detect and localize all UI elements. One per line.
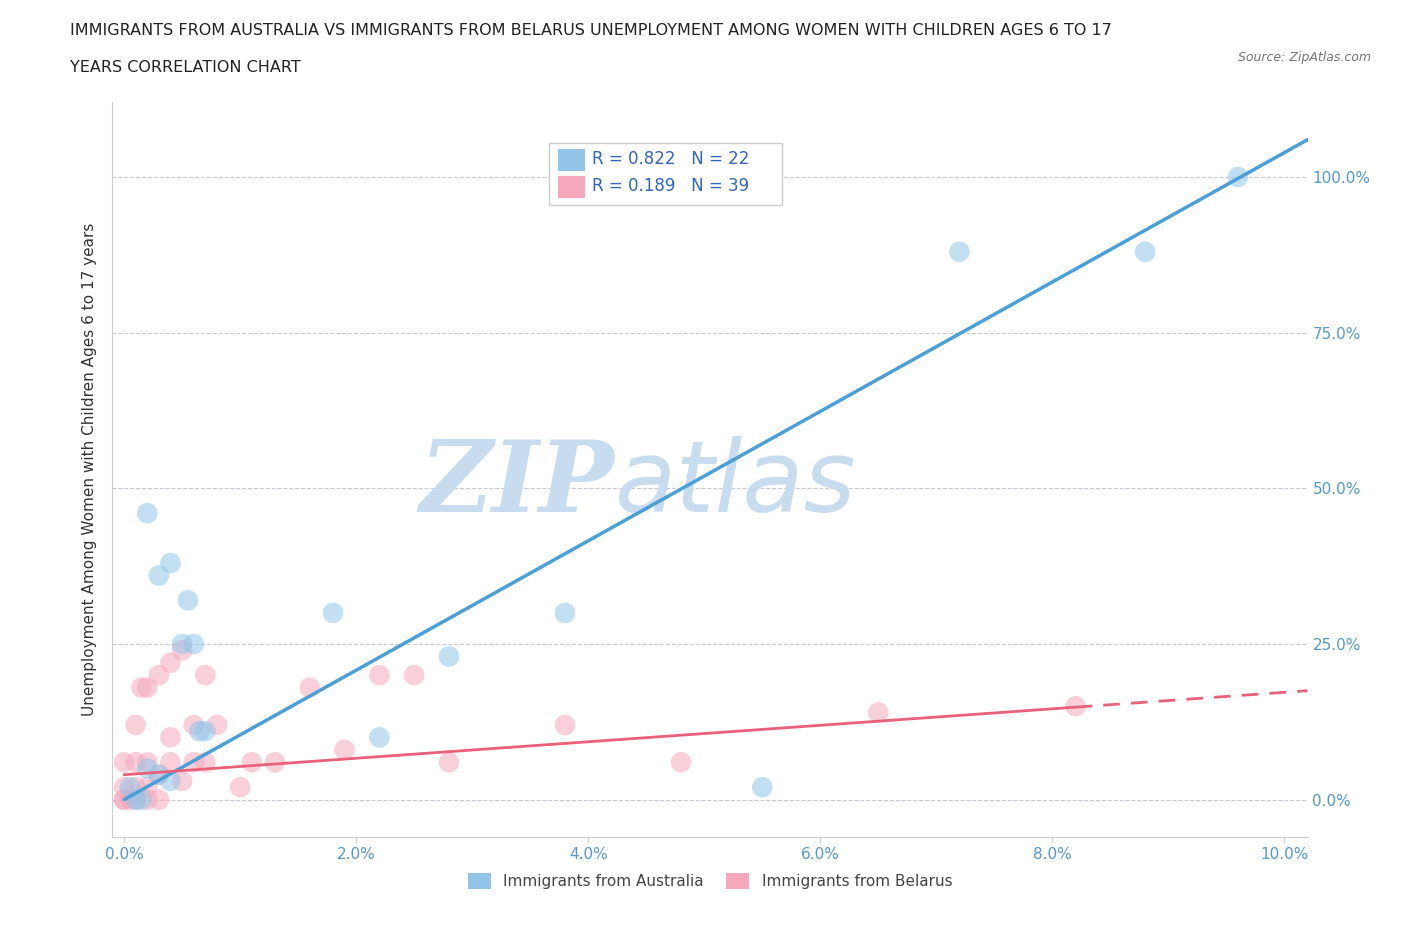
Point bbox=[333, 742, 356, 757]
Point bbox=[159, 656, 181, 671]
Point bbox=[437, 649, 460, 664]
Text: YEARS CORRELATION CHART: YEARS CORRELATION CHART bbox=[70, 60, 301, 75]
Text: ZIP: ZIP bbox=[419, 436, 614, 533]
Point bbox=[437, 755, 460, 770]
Point bbox=[368, 730, 391, 745]
Point bbox=[194, 724, 217, 738]
Point bbox=[118, 792, 141, 807]
Point bbox=[112, 755, 135, 770]
Point bbox=[136, 680, 159, 695]
Point bbox=[188, 724, 211, 738]
Point bbox=[148, 792, 170, 807]
Point bbox=[229, 779, 252, 794]
Point bbox=[148, 668, 170, 683]
Point bbox=[240, 755, 263, 770]
Point bbox=[183, 717, 205, 732]
Point bbox=[404, 668, 426, 683]
Point bbox=[205, 717, 228, 732]
Point bbox=[136, 792, 159, 807]
Point bbox=[148, 568, 170, 583]
Point bbox=[136, 506, 159, 521]
Point bbox=[131, 680, 153, 695]
Point bbox=[112, 792, 135, 807]
Point bbox=[1133, 245, 1156, 259]
Text: R = 0.189   N = 39: R = 0.189 N = 39 bbox=[592, 177, 749, 195]
Text: atlas: atlas bbox=[614, 436, 856, 533]
Point bbox=[159, 730, 181, 745]
Point bbox=[159, 555, 181, 570]
Point bbox=[868, 705, 890, 720]
Point bbox=[177, 593, 200, 608]
Point bbox=[172, 643, 194, 658]
Point bbox=[322, 605, 344, 620]
Point bbox=[112, 792, 135, 807]
Point bbox=[148, 767, 170, 782]
Text: Source: ZipAtlas.com: Source: ZipAtlas.com bbox=[1237, 51, 1371, 64]
Point bbox=[1226, 169, 1249, 184]
Point bbox=[148, 767, 170, 782]
Legend: Immigrants from Australia, Immigrants from Belarus: Immigrants from Australia, Immigrants fr… bbox=[461, 868, 959, 896]
Point bbox=[172, 774, 194, 789]
Point bbox=[264, 755, 287, 770]
Point bbox=[136, 761, 159, 776]
Point bbox=[131, 792, 153, 807]
Point bbox=[136, 755, 159, 770]
Point bbox=[125, 792, 148, 807]
Point bbox=[118, 779, 141, 794]
Point bbox=[125, 779, 148, 794]
Point bbox=[172, 636, 194, 651]
Point bbox=[194, 755, 217, 770]
Point bbox=[112, 779, 135, 794]
Point bbox=[183, 636, 205, 651]
Text: R = 0.822   N = 22: R = 0.822 N = 22 bbox=[592, 150, 749, 168]
Point bbox=[669, 755, 692, 770]
Point bbox=[125, 755, 148, 770]
Point bbox=[125, 792, 148, 807]
FancyBboxPatch shape bbox=[558, 149, 585, 170]
Point bbox=[136, 779, 159, 794]
Point bbox=[183, 755, 205, 770]
Point bbox=[125, 717, 148, 732]
Point bbox=[194, 668, 217, 683]
FancyBboxPatch shape bbox=[558, 176, 585, 198]
Point bbox=[298, 680, 321, 695]
Point bbox=[1064, 698, 1087, 713]
Point bbox=[751, 779, 773, 794]
Point bbox=[368, 668, 391, 683]
Point bbox=[159, 755, 181, 770]
Text: IMMIGRANTS FROM AUSTRALIA VS IMMIGRANTS FROM BELARUS UNEMPLOYMENT AMONG WOMEN WI: IMMIGRANTS FROM AUSTRALIA VS IMMIGRANTS … bbox=[70, 23, 1112, 38]
Point bbox=[554, 605, 576, 620]
Point bbox=[948, 245, 970, 259]
Point bbox=[159, 774, 181, 789]
Y-axis label: Unemployment Among Women with Children Ages 6 to 17 years: Unemployment Among Women with Children A… bbox=[82, 223, 97, 716]
Point bbox=[554, 717, 576, 732]
FancyBboxPatch shape bbox=[548, 142, 782, 206]
